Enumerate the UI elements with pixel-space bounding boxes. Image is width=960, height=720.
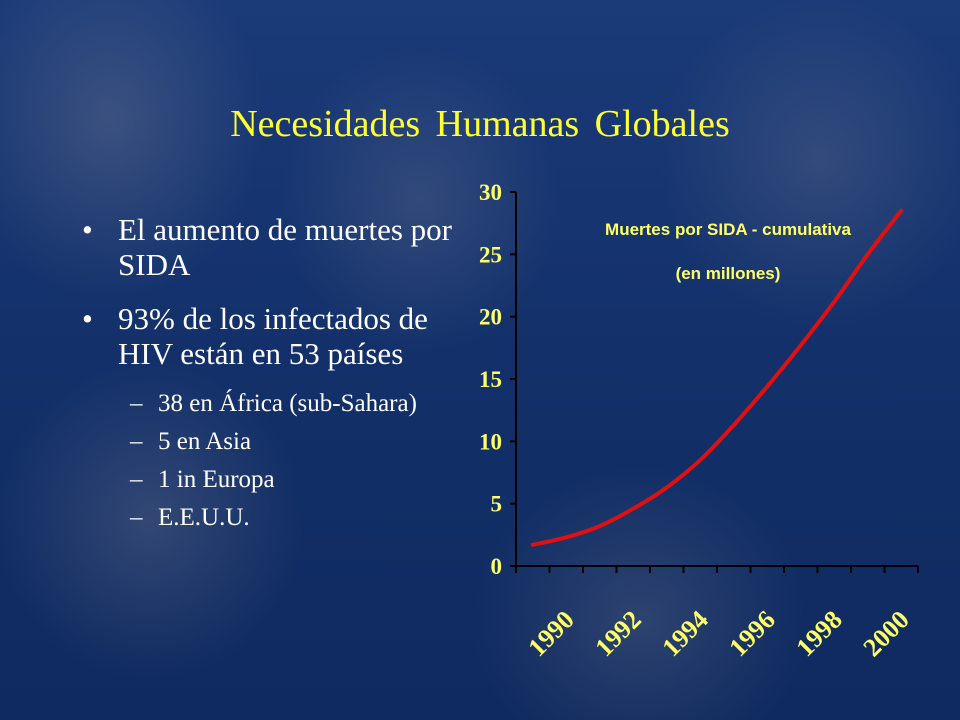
- subbullet-marker: –: [130, 504, 143, 531]
- x-tick-label: 2000: [857, 605, 914, 662]
- x-tick-label: 1992: [589, 605, 646, 662]
- x-tick-label: 1990: [522, 605, 579, 662]
- x-tick-label: 1994: [656, 605, 713, 662]
- bullet-item: • El aumento de muertes por SIDA: [82, 212, 482, 282]
- y-tick-label: 30: [479, 180, 502, 205]
- y-tick-label: 5: [491, 492, 503, 517]
- subbullet-item: – E.E.U.U.: [82, 504, 482, 532]
- bullet-list: • El aumento de muertes por SIDA • 93% d…: [82, 212, 482, 542]
- subbullet-text: 38 en África (sub-Sahara): [158, 390, 417, 417]
- bullet-item: • 93% de los infectados de HIV están en …: [82, 301, 482, 371]
- y-tick-label: 0: [491, 554, 503, 579]
- chart-subtitle: (en millones): [675, 264, 781, 283]
- bullet-text: 93% de los infectados de HIV están en 53…: [118, 301, 428, 371]
- bullet-marker: •: [82, 212, 93, 247]
- bullet-text: El aumento de muertes por SIDA: [118, 212, 453, 282]
- y-tick-label: 25: [479, 242, 502, 267]
- subbullet-text: 5 en Asia: [158, 428, 252, 455]
- subbullet-item: – 1 in Europa: [82, 466, 482, 494]
- subbullet-text: 1 in Europa: [158, 466, 275, 493]
- y-tick-label: 15: [479, 367, 502, 392]
- bullet-marker: •: [82, 301, 93, 336]
- chart-title: Muertes por SIDA - cumulativa: [605, 220, 851, 239]
- subbullet-marker: –: [130, 466, 143, 493]
- x-tick-label: 1998: [790, 605, 847, 662]
- series-line: [530, 208, 904, 547]
- subbullet-marker: –: [130, 390, 143, 417]
- subbullet-item: – 38 en África (sub-Sahara): [82, 390, 482, 418]
- y-tick-label: 10: [479, 429, 502, 454]
- x-tick-label: 1996: [723, 605, 780, 662]
- y-tick-label: 20: [479, 305, 502, 330]
- subbullet-item: – 5 en Asia: [82, 428, 482, 456]
- subbullet-text: E.E.U.U.: [158, 504, 250, 531]
- slide-title: Necesidades Humanas Globales: [230, 103, 730, 145]
- subbullet-marker: –: [130, 428, 143, 455]
